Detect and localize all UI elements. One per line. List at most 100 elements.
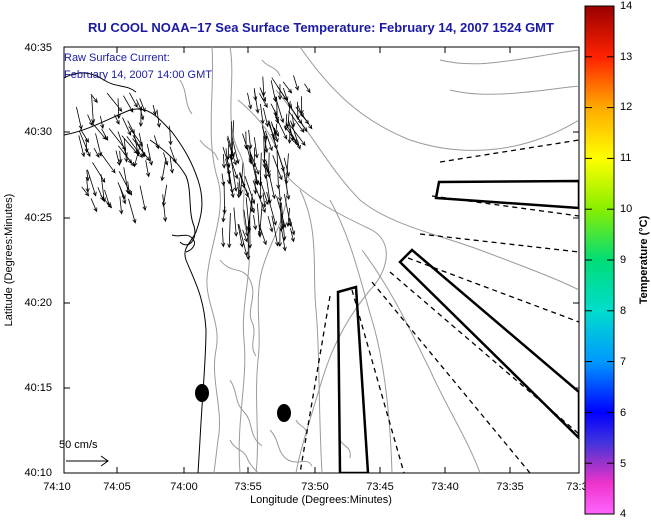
current-vector <box>222 146 231 168</box>
current-vector <box>271 215 280 247</box>
current-vector <box>247 92 253 110</box>
y-tick-label: 40:15 <box>24 382 52 394</box>
current-vector <box>101 128 109 141</box>
current-vector <box>248 149 253 163</box>
current-vector <box>245 197 252 233</box>
current-vector <box>227 169 232 185</box>
current-vector <box>286 207 291 228</box>
current-vector <box>221 154 227 169</box>
current-vector <box>90 198 98 213</box>
scale-arrow <box>66 455 109 467</box>
current-vector <box>139 185 147 211</box>
colorbar-tick-label: 6 <box>620 407 626 419</box>
current-vector <box>263 163 268 180</box>
current-vector <box>118 150 123 164</box>
current-vector <box>156 109 161 128</box>
current-vector <box>119 185 127 205</box>
current-vector <box>244 176 256 205</box>
current-vector <box>242 229 248 243</box>
x-axis-label: Longitude (Degrees:Minutes) <box>250 494 392 506</box>
current-vector <box>271 124 280 137</box>
current-vector <box>123 167 130 195</box>
current-vector <box>271 77 288 101</box>
current-vector <box>221 206 226 223</box>
current-vector <box>233 207 239 237</box>
current-vector <box>93 147 100 158</box>
current-vector <box>262 107 270 128</box>
current-vector <box>127 120 135 135</box>
current-vector <box>272 127 277 141</box>
current-vector <box>236 182 241 199</box>
y-axis-label: Latitude (Degrees:Minutes) <box>3 194 15 327</box>
x-tick-label: 74:00 <box>170 481 198 493</box>
current-vector <box>257 202 263 236</box>
current-vector <box>226 137 237 166</box>
current-vector <box>92 162 106 183</box>
current-vector <box>260 182 269 206</box>
x-tick-labels: 74:10 74:05 74:00 73:55 73:50 73:45 73:4… <box>43 481 587 493</box>
current-vector <box>123 138 129 163</box>
current-vector <box>87 169 97 197</box>
current-vector <box>238 224 249 257</box>
current-vector <box>162 194 168 223</box>
current-vector <box>121 135 138 155</box>
current-vector <box>253 137 259 159</box>
current-vector <box>132 138 151 162</box>
current-vector <box>85 170 90 182</box>
x-tick-label: 74:05 <box>103 481 131 493</box>
current-vector <box>114 114 120 125</box>
current-vector <box>95 133 103 157</box>
current-vector <box>242 133 249 151</box>
colorbar-tick-labels: 14 13 12 11 10 9 8 7 6 5 4 <box>620 0 632 520</box>
current-vector <box>229 174 234 194</box>
x-tick-label: 73:35 <box>496 481 524 493</box>
current-vector <box>168 125 173 146</box>
current-vector <box>169 156 174 174</box>
current-vector <box>123 95 134 113</box>
current-vector <box>289 218 296 236</box>
colorbar-tick-label: 11 <box>620 152 631 164</box>
current-vector <box>226 143 231 161</box>
y-tick-label: 40:20 <box>24 297 52 309</box>
current-vector <box>277 84 283 101</box>
current-vector <box>152 104 157 116</box>
current-vector <box>286 101 291 128</box>
antenna-outlines <box>336 179 579 473</box>
plot-content <box>64 47 579 473</box>
current-vector <box>80 128 90 143</box>
colorbar-tick-label: 13 <box>620 51 632 63</box>
colorbar-tick-label: 5 <box>620 458 626 470</box>
x-tick-label: 73:50 <box>301 481 329 493</box>
current-vector <box>238 172 246 189</box>
current-vector <box>261 126 268 141</box>
current-vector <box>145 160 151 178</box>
current-vector <box>87 114 93 127</box>
current-vector <box>260 103 265 125</box>
y-tick-labels: 40:35 40:30 40:25 40:20 40:15 40:10 <box>24 42 52 479</box>
current-vector <box>221 227 226 248</box>
current-vector <box>254 168 260 186</box>
current-vector <box>265 160 276 200</box>
x-tick-label: 73:3 <box>566 481 587 493</box>
current-vector <box>289 125 306 146</box>
current-vector <box>153 135 160 150</box>
current-vector <box>81 186 90 197</box>
current-vector <box>128 126 143 147</box>
current-vector <box>229 154 238 192</box>
current-vector <box>284 153 289 185</box>
y-tick-label: 40:10 <box>24 467 52 479</box>
current-vector <box>237 223 244 248</box>
colorbar-tick-label: 12 <box>620 101 632 113</box>
colorbar-tick-label: 10 <box>620 203 632 215</box>
station-marker-north <box>195 384 209 402</box>
current-vector <box>258 176 263 200</box>
current-vector <box>245 189 255 214</box>
current-vector <box>122 117 132 136</box>
current-vector <box>295 101 300 121</box>
colorbar-tick-label: 7 <box>620 356 626 368</box>
current-vector <box>280 224 287 252</box>
current-vector <box>253 214 258 231</box>
current-vector <box>76 106 83 130</box>
colorbar-tick-label: 8 <box>620 305 626 317</box>
current-vector <box>276 150 281 190</box>
